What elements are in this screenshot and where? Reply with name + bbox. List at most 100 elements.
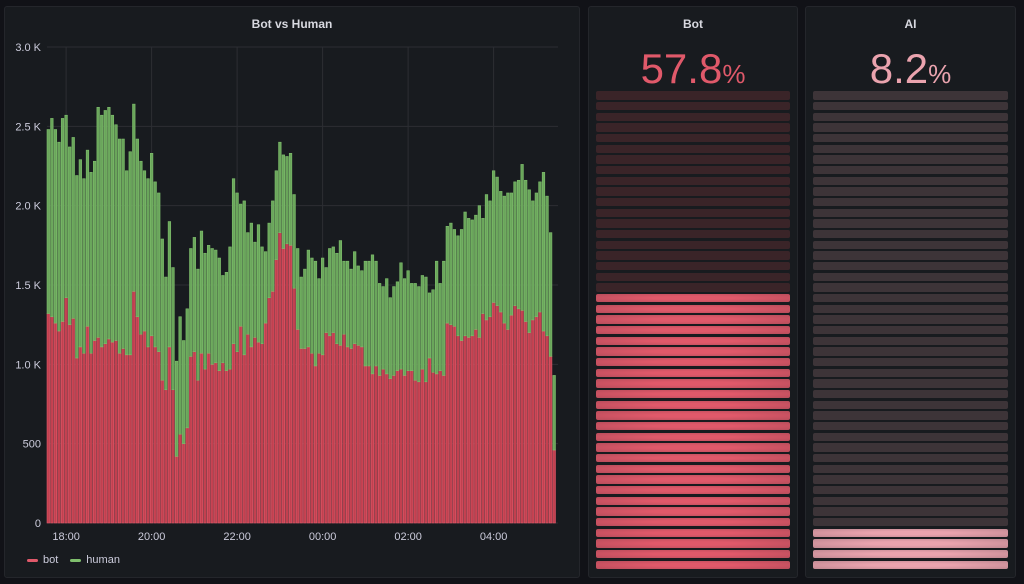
bar-bot [488,316,492,524]
bar-bot [335,343,339,524]
bar-bot [356,344,360,524]
bar-bot [199,352,204,524]
bar-bot [442,375,446,524]
bar-human [435,260,439,375]
gauge-segment-lit [596,464,790,473]
bar-bot [463,335,467,524]
bar-human [406,270,410,371]
bar-human [335,252,339,345]
bar-bot [100,346,104,524]
bar-human [160,238,164,381]
bar-human [50,118,54,318]
gauge-segment-lit [596,528,790,537]
gauge-segment-unlit [596,283,790,292]
bar-bot [142,330,147,524]
value-number: 8.2 [869,45,929,92]
bar-bot [424,381,428,524]
x-tick-label: 22:00 [223,531,251,543]
bar-human [356,265,360,346]
bar-bot [516,308,521,524]
bar-bot [499,311,503,524]
bar-bot [317,352,321,524]
bar-bot [349,348,353,524]
bar-human [492,170,496,303]
bar-bot [281,248,286,524]
bar-human [171,267,175,391]
bar-human [139,160,143,335]
bar-bot [139,333,143,524]
bar-bot [388,378,392,524]
panel-title[interactable]: AI [904,17,917,31]
gauge-segment-unlit [813,304,1008,313]
bar-human [388,297,392,379]
bar-human [210,248,214,365]
bar-human [331,246,335,333]
bar-bot [246,333,250,524]
bar-bot [274,259,278,524]
bar-bot [324,332,328,524]
bar-human [506,192,510,330]
gauge-segment-unlit [813,432,1008,441]
gauge-segment-unlit [596,261,790,271]
gauge-segment-unlit [813,283,1008,292]
bar-human [207,245,211,354]
gauge-segment-unlit [813,187,1008,196]
gauge-segment-lit [596,485,790,495]
bar-bot [189,356,193,524]
bar-bot [378,375,382,524]
y-tick-label: 2.5 K [15,121,41,133]
gauge-segment-unlit [596,240,790,249]
bar-human [274,170,278,260]
panel-title[interactable]: Bot vs Human [251,17,333,31]
gauge-segment-lit [596,507,790,516]
bar-human [392,286,396,376]
bar-human [385,278,389,375]
panel-title[interactable]: Bot [683,17,703,31]
gauge-segment-unlit [813,165,1008,175]
gauge-segment-unlit [813,411,1008,420]
bar-bot [370,373,375,524]
bar-human [64,114,68,298]
bar-human [342,260,346,335]
bar-bot [174,456,179,524]
bar-human [246,232,250,335]
gauge-segment-unlit [596,187,790,196]
gauge-segment-unlit [813,443,1008,452]
bar-human [132,103,136,292]
bar-human [417,286,421,383]
bar-human [281,154,286,249]
bar-human [527,189,531,333]
bar-bot [299,348,303,524]
bar-human [100,114,104,348]
bar-human [467,218,471,338]
bar-human [549,232,553,357]
bar-human [89,172,93,354]
gauge-segment-unlit [596,133,790,143]
bar-human [303,268,307,349]
gauge-segment-unlit [813,208,1008,217]
bot-gauge-panel: Bot 57.8% [588,6,798,578]
ai-percentage-value: 8.2% [806,45,1015,98]
ai-bar-gauge [813,89,1008,569]
gauge-segment-unlit [813,176,1008,185]
gauge-segment-lit [596,517,790,527]
gauge-segment-lit [596,400,790,409]
bar-human [402,278,407,376]
bar-human [328,248,332,337]
bar-bot [249,346,253,524]
bar-human [68,146,72,325]
bar-bot [541,330,546,524]
bar-human [292,194,296,289]
bar-bot [182,443,186,524]
bar-bot [228,368,232,524]
legend-item-human[interactable]: human [70,554,120,566]
bar-bot [438,370,442,524]
bar-human [477,205,481,338]
bar-human [324,267,328,333]
bar-human [516,179,521,310]
bar-bot [445,322,449,524]
bar-bot [121,348,125,524]
x-tick-label: 18:00 [52,531,80,543]
legend-item-bot[interactable]: bot [27,554,58,566]
bar-human [75,175,79,359]
